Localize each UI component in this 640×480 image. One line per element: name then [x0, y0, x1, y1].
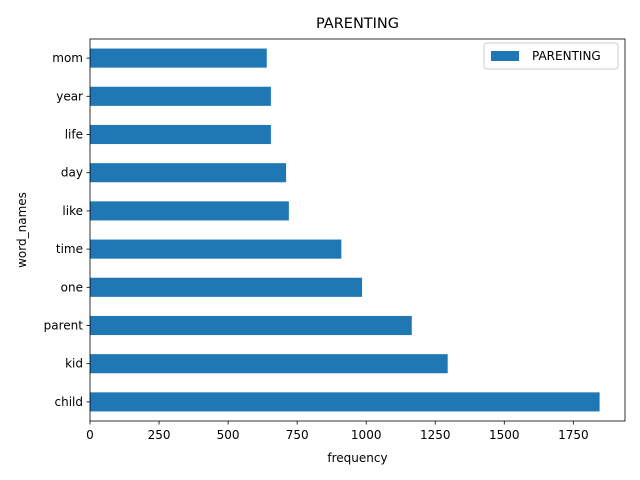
- x-tick-label: 750: [286, 428, 309, 442]
- x-tick-label: 250: [148, 428, 171, 442]
- bar-like: [90, 201, 289, 221]
- legend: PARENTING: [483, 42, 619, 70]
- chart-title: PARENTING: [316, 16, 399, 32]
- bar-kid: [90, 354, 448, 374]
- bar-life: [90, 124, 271, 145]
- y-tick-label: child: [55, 395, 84, 409]
- bar-mom: [90, 48, 267, 68]
- y-tick-label: day: [61, 166, 83, 180]
- x-tick-label: 1500: [489, 428, 520, 442]
- x-axis-ticks: 0 250 500 750 1000 1250 1500 1750: [86, 421, 589, 442]
- legend-label: PARENTING: [532, 49, 601, 63]
- bar-year: [90, 86, 271, 106]
- plot-frame: [89, 38, 626, 422]
- y-tick-label: mom: [52, 51, 83, 65]
- bar-day: [90, 163, 287, 183]
- legend-frame: [483, 42, 619, 70]
- y-tick-label: life: [65, 128, 83, 142]
- y-tick-label: like: [62, 204, 83, 218]
- bar-parent: [90, 315, 412, 336]
- y-axis-ticks: child kid parent one time like day life year mom: [44, 51, 90, 409]
- y-tick-label: time: [56, 242, 83, 256]
- x-tick-label: 1750: [558, 428, 589, 442]
- x-tick-label: 0: [86, 428, 94, 442]
- bar-time: [90, 239, 342, 259]
- x-axis-label: frequency: [327, 451, 387, 465]
- y-tick-label: year: [56, 89, 83, 103]
- y-tick-label: one: [61, 280, 83, 294]
- y-tick-label: kid: [65, 357, 83, 371]
- x-tick-label: 1000: [351, 428, 382, 442]
- y-tick-label: parent: [44, 319, 84, 333]
- x-tick-label: 1250: [420, 428, 451, 442]
- bar-child: [90, 392, 600, 412]
- x-tick-label: 500: [217, 428, 240, 442]
- bar-one: [90, 277, 363, 297]
- legend-swatch: [491, 51, 519, 61]
- y-axis-label: word_names: [15, 192, 29, 268]
- bars-group: [90, 48, 600, 412]
